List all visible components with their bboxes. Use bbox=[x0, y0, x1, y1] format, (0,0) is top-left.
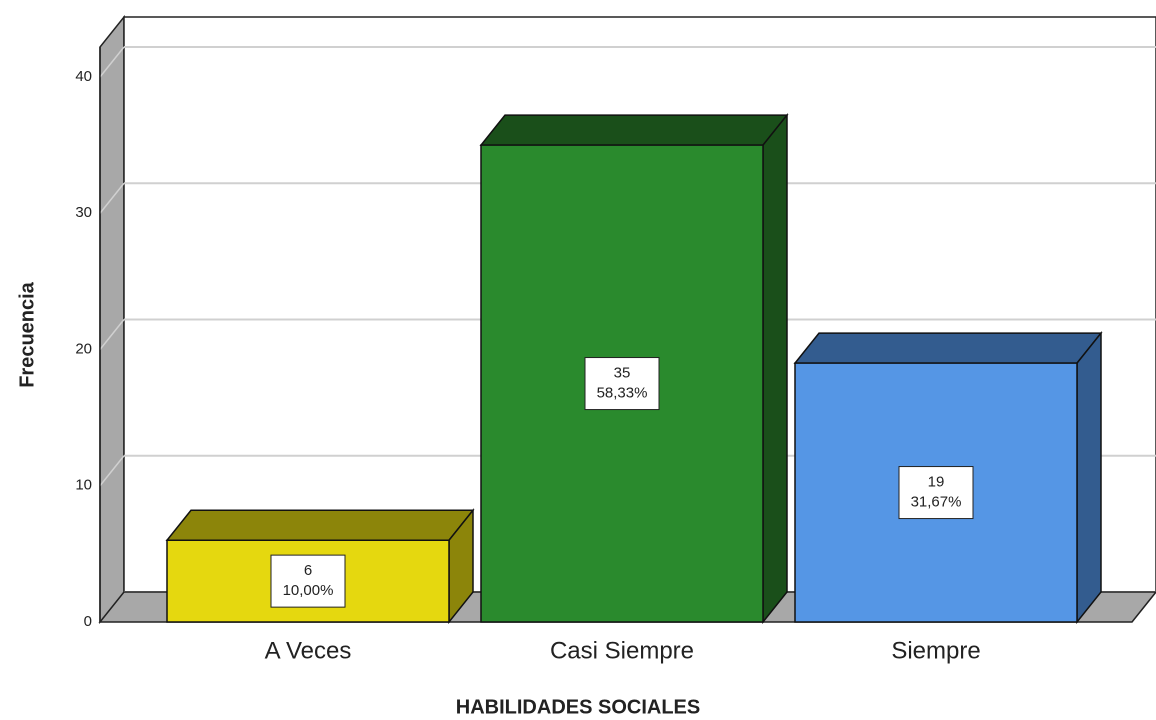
label-box bbox=[898, 466, 974, 520]
x-tick-label: Siempre bbox=[891, 637, 980, 664]
side-grid-line bbox=[99, 319, 125, 350]
bar-top bbox=[793, 332, 1103, 364]
label-box bbox=[270, 554, 346, 608]
y-tick-label: 30 bbox=[75, 204, 92, 221]
side-grid-line bbox=[99, 46, 125, 78]
side-grid-line bbox=[99, 182, 125, 214]
y-tick-label: 40 bbox=[75, 68, 92, 85]
y-tick-label: 10 bbox=[75, 477, 92, 494]
label-box bbox=[584, 357, 660, 411]
side-grid-line bbox=[99, 455, 125, 487]
x-tick-label: Casi Siempre bbox=[550, 637, 694, 664]
percent-label: 58,33% bbox=[597, 385, 648, 402]
bar-side bbox=[762, 112, 788, 625]
value-label: 35 bbox=[614, 365, 631, 382]
y-tick-label: 0 bbox=[84, 613, 92, 630]
bar-top bbox=[165, 509, 475, 541]
bar-top bbox=[479, 114, 789, 146]
left-wall bbox=[99, 14, 125, 625]
value-label: 6 bbox=[304, 562, 312, 579]
y-axis-title: Frecuencia bbox=[16, 281, 38, 387]
percent-label: 10,00% bbox=[283, 582, 334, 599]
x-tick-label: A Veces bbox=[265, 637, 352, 664]
bar-side bbox=[1076, 330, 1102, 625]
y-tick-label: 20 bbox=[75, 340, 92, 357]
value-label: 19 bbox=[928, 474, 945, 491]
x-axis-title: HABILIDADES SOCIALES bbox=[456, 696, 700, 718]
percent-label: 31,67% bbox=[911, 494, 962, 511]
